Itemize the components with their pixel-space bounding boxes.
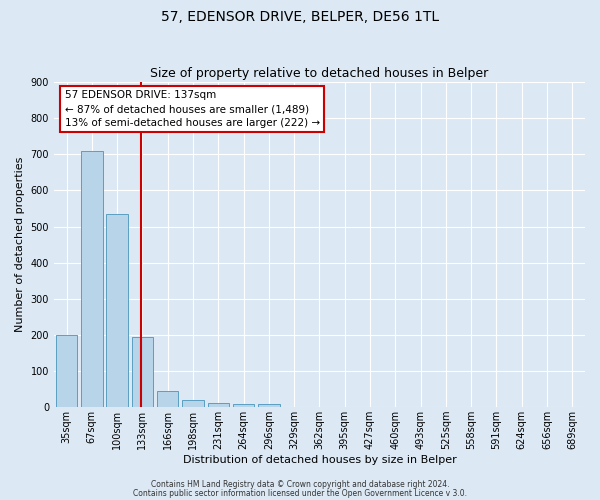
Bar (233, 404, 254, 407)
Bar (182, 400, 204, 407)
Bar (106, 214, 128, 407)
Bar (56, 335, 77, 407)
Bar (208, 403, 229, 407)
Title: Size of property relative to detached houses in Belper: Size of property relative to detached ho… (151, 66, 488, 80)
Text: 57 EDENSOR DRIVE: 137sqm
← 87% of detached houses are smaller (1,489)
13% of sem: 57 EDENSOR DRIVE: 137sqm ← 87% of detach… (65, 90, 320, 128)
Bar (157, 391, 178, 407)
Bar (258, 404, 280, 407)
Bar (131, 338, 153, 407)
Text: Contains HM Land Registry data © Crown copyright and database right 2024.: Contains HM Land Registry data © Crown c… (151, 480, 449, 489)
Text: Contains public sector information licensed under the Open Government Licence v : Contains public sector information licen… (133, 489, 467, 498)
X-axis label: Distribution of detached houses by size in Belper: Distribution of detached houses by size … (182, 455, 457, 465)
Y-axis label: Number of detached properties: Number of detached properties (15, 157, 25, 332)
Text: 57, EDENSOR DRIVE, BELPER, DE56 1TL: 57, EDENSOR DRIVE, BELPER, DE56 1TL (161, 10, 439, 24)
Bar (81, 150, 103, 407)
